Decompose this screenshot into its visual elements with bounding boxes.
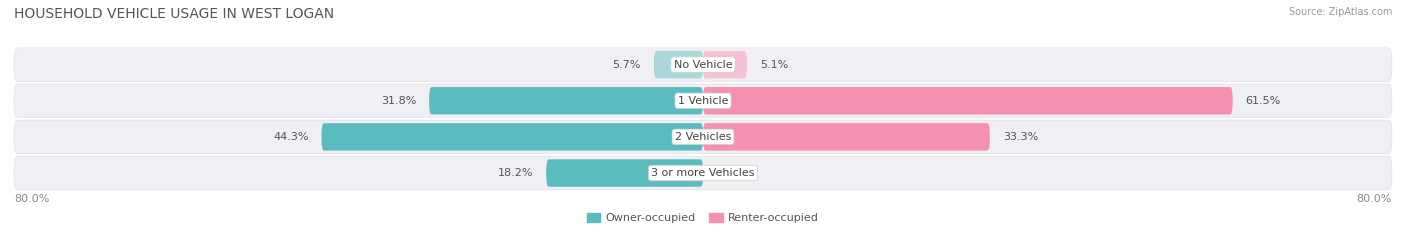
FancyBboxPatch shape — [322, 123, 703, 151]
Text: 18.2%: 18.2% — [498, 168, 533, 178]
FancyBboxPatch shape — [703, 51, 747, 78]
Text: 5.7%: 5.7% — [613, 60, 641, 70]
FancyBboxPatch shape — [703, 123, 990, 151]
Text: 80.0%: 80.0% — [14, 194, 49, 204]
Text: 3 or more Vehicles: 3 or more Vehicles — [651, 168, 755, 178]
FancyBboxPatch shape — [654, 51, 703, 78]
FancyBboxPatch shape — [429, 87, 703, 114]
Text: 0.0%: 0.0% — [716, 168, 744, 178]
Text: No Vehicle: No Vehicle — [673, 60, 733, 70]
FancyBboxPatch shape — [14, 156, 1392, 190]
Text: HOUSEHOLD VEHICLE USAGE IN WEST LOGAN: HOUSEHOLD VEHICLE USAGE IN WEST LOGAN — [14, 7, 335, 21]
FancyBboxPatch shape — [14, 84, 1392, 117]
Text: 31.8%: 31.8% — [381, 96, 416, 106]
Text: 1 Vehicle: 1 Vehicle — [678, 96, 728, 106]
FancyBboxPatch shape — [14, 48, 1392, 81]
Text: 80.0%: 80.0% — [1357, 194, 1392, 204]
Text: Source: ZipAtlas.com: Source: ZipAtlas.com — [1288, 7, 1392, 17]
FancyBboxPatch shape — [547, 159, 703, 187]
Text: 61.5%: 61.5% — [1246, 96, 1281, 106]
Legend: Owner-occupied, Renter-occupied: Owner-occupied, Renter-occupied — [582, 208, 824, 227]
Text: 2 Vehicles: 2 Vehicles — [675, 132, 731, 142]
FancyBboxPatch shape — [14, 120, 1392, 154]
Text: 33.3%: 33.3% — [1002, 132, 1038, 142]
Text: 5.1%: 5.1% — [759, 60, 789, 70]
FancyBboxPatch shape — [703, 87, 1233, 114]
Text: 44.3%: 44.3% — [273, 132, 308, 142]
